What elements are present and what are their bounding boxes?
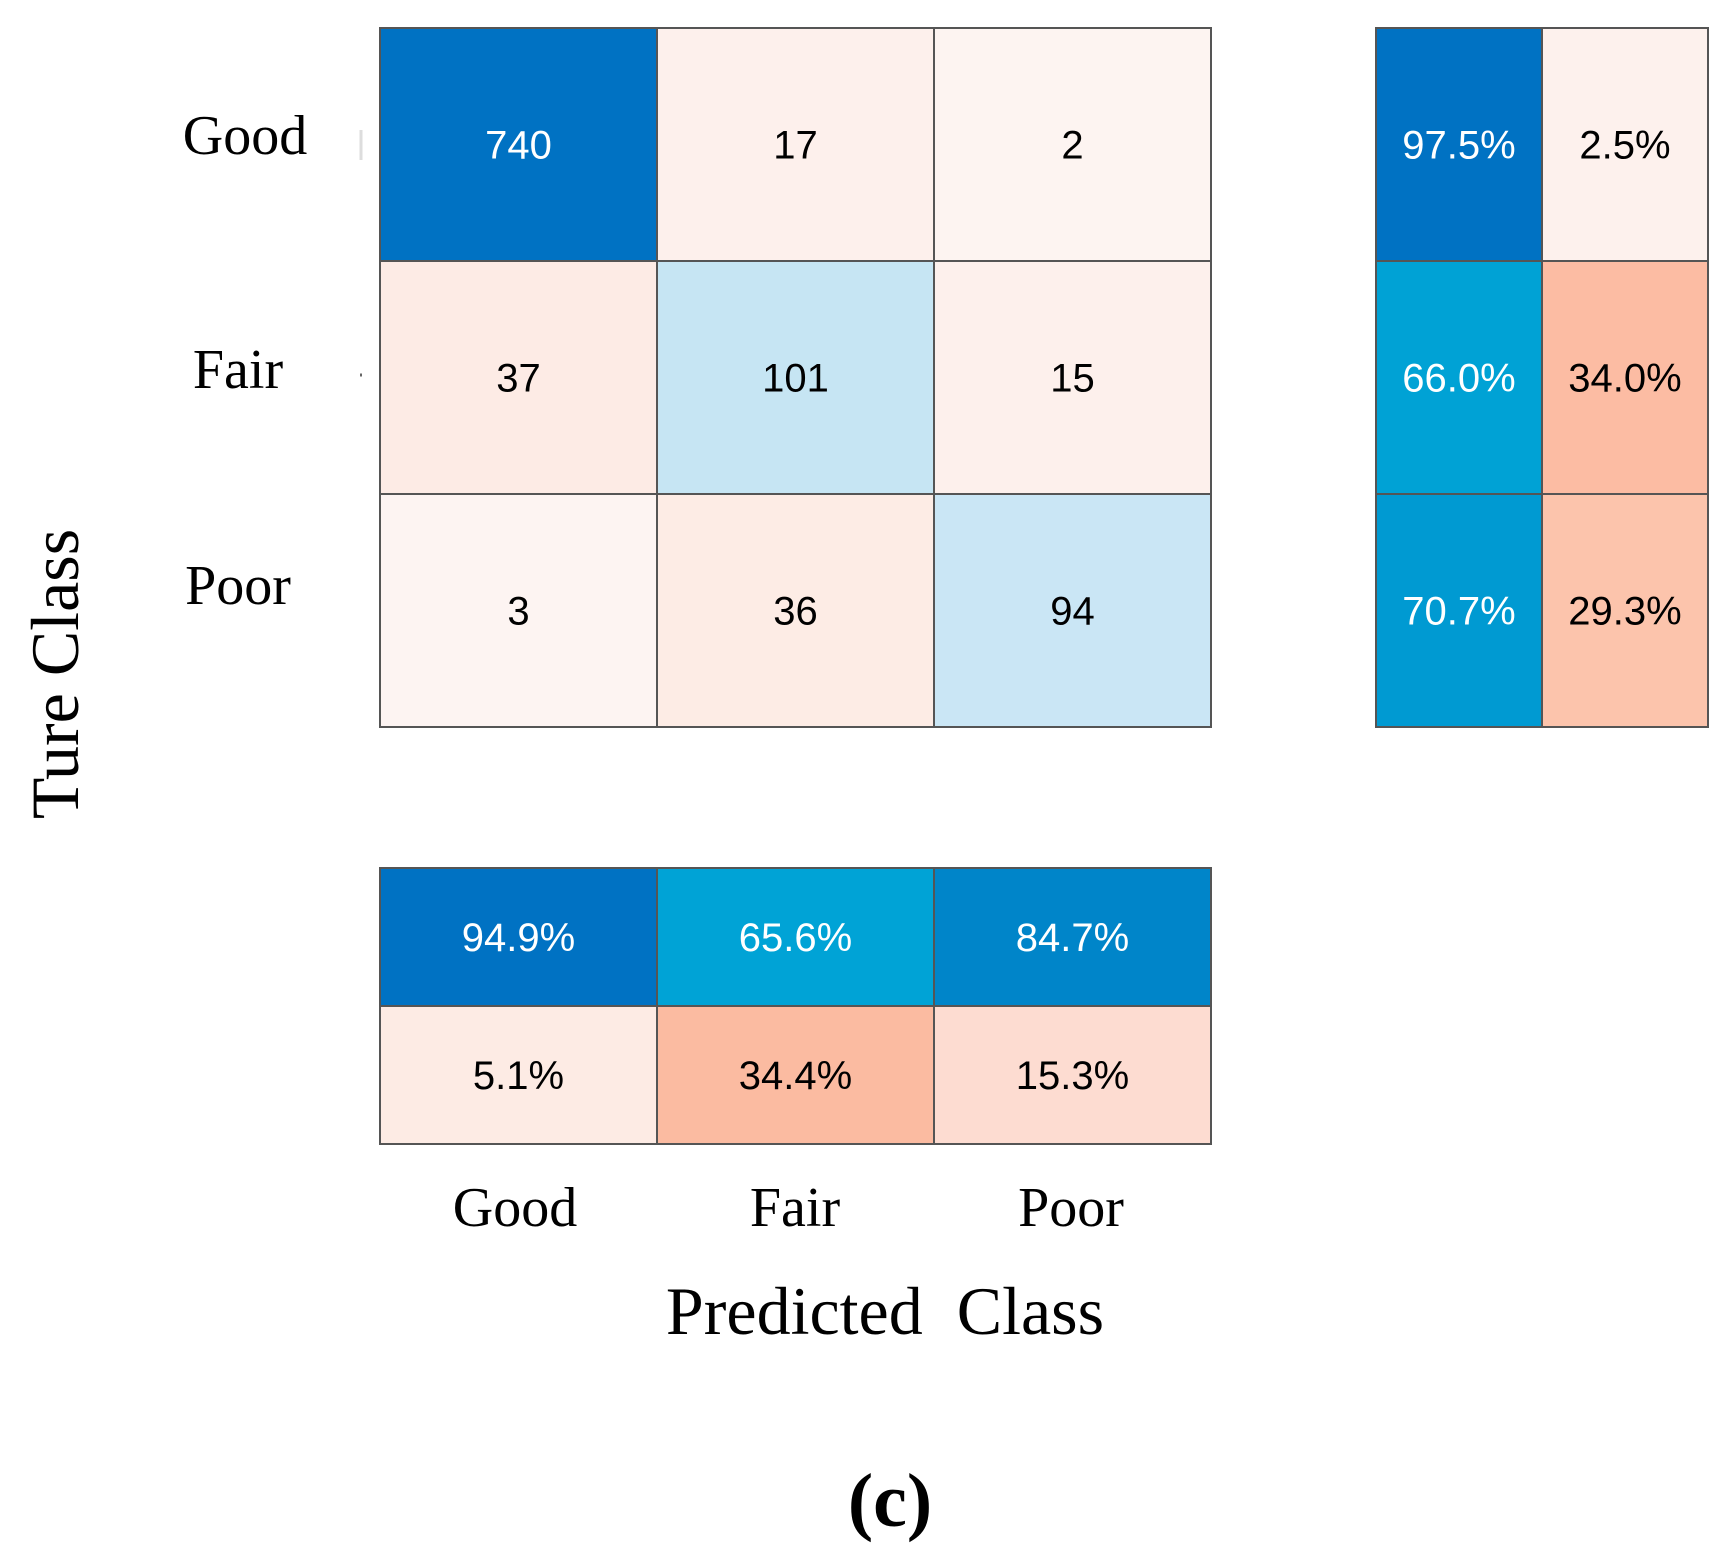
cell-good-good (379, 27, 658, 262)
row-label-poor: Poor (185, 555, 291, 617)
col-summary-fair-correct-label: 65.6% (739, 916, 852, 960)
row-summary-good-incorrect (1541, 27, 1709, 262)
row-summary-poor-incorrect (1541, 493, 1709, 728)
cell-poor-poor-label: 94 (1050, 590, 1095, 634)
cell-fair-poor-label: 15 (1050, 357, 1095, 401)
col-summary-fair-incorrect-label: 34.4% (739, 1054, 852, 1098)
col-summary-good-correct (379, 867, 658, 1007)
confusion-matrix: 740 17 2 37 101 15 3 36 94 (379, 27, 1212, 728)
column-summary-matrix: 94.9% 65.6% 84.7% 5.1% 34.4% 15.3% (379, 867, 1212, 1145)
col-label-poor: Poor (1018, 1177, 1124, 1239)
col-summary-good-incorrect (379, 1005, 658, 1145)
row-summary-poor-correct-label: 70.7% (1402, 590, 1515, 634)
cell-fair-fair-label: 101 (762, 357, 829, 401)
row-summary-good-correct (1375, 27, 1543, 262)
cell-fair-poor (933, 260, 1212, 495)
cell-good-poor (933, 27, 1212, 262)
col-summary-good-correct-label: 94.9% (462, 916, 575, 960)
cell-fair-fair (656, 260, 935, 495)
col-summary-poor-correct-label: 84.7% (1016, 916, 1129, 960)
panel-label: (c) (848, 1459, 932, 1543)
row-summary-fair-incorrect-label: 34.0% (1568, 357, 1681, 401)
row-label-fair: Fair (193, 339, 284, 401)
row-summary-poor-correct (1375, 493, 1543, 728)
row-summary-good-correct-label: 97.5% (1402, 124, 1515, 168)
cell-poor-good (379, 493, 658, 728)
col-summary-fair-incorrect (656, 1005, 935, 1145)
cell-fair-good-label: 37 (496, 357, 541, 401)
col-summary-poor-correct (933, 867, 1212, 1007)
row-summary-fair-correct (1375, 260, 1543, 495)
cell-fair-good (379, 260, 658, 495)
row-summary-poor-incorrect-label: 29.3% (1568, 590, 1681, 634)
row-summary-fair-correct-label: 66.0% (1402, 357, 1515, 401)
row-summary-matrix: 97.5% 2.5% 66.0% 34.0% 70.7% 29.3% (1375, 27, 1709, 728)
cell-poor-poor (933, 493, 1212, 728)
y-axis-label: Ture Class (17, 529, 93, 819)
cell-poor-fair-label: 36 (773, 590, 818, 634)
col-label-good: Good (453, 1177, 577, 1239)
col-summary-fair-correct (656, 867, 935, 1007)
cell-good-poor-label: 2 (1061, 124, 1083, 168)
cell-poor-good-label: 3 (507, 590, 529, 634)
row-summary-fair-incorrect (1541, 260, 1709, 495)
col-label-fair: Fair (750, 1177, 841, 1239)
cell-good-fair-label: 17 (773, 124, 818, 168)
row-summary-good-incorrect-label: 2.5% (1579, 124, 1670, 168)
cell-good-good-label: 740 (485, 124, 552, 168)
cell-poor-fair (656, 493, 935, 728)
x-axis-label: Predicted Class (666, 1273, 1104, 1349)
col-summary-poor-incorrect-label: 15.3% (1016, 1054, 1129, 1098)
row-label-good: Good (183, 105, 307, 167)
col-summary-poor-incorrect (933, 1005, 1212, 1145)
cell-good-fair (656, 27, 935, 262)
col-summary-good-incorrect-label: 5.1% (473, 1054, 564, 1098)
